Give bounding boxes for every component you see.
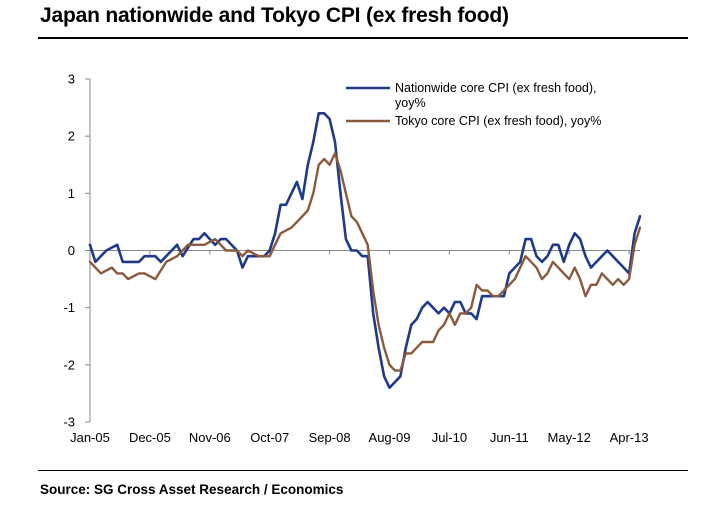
source-note: Source: SG Cross Asset Research / Econom… (40, 482, 344, 497)
y-tick-label: -2 (63, 357, 75, 372)
legend-label-tokyo: Tokyo core CPI (ex fresh food), yoy% (395, 114, 601, 128)
nationwide-series-line (88, 112, 642, 389)
chart-legend: Nationwide core CPI (ex fresh food),yoy%… (346, 81, 601, 128)
tokyo-series-line (88, 152, 642, 372)
chart-series (88, 112, 642, 389)
source-rule (38, 470, 688, 471)
x-tick-label: Jul-10 (432, 430, 467, 445)
x-tick-label: Jan-05 (70, 430, 110, 445)
x-tick-label: Dec-05 (129, 430, 171, 445)
x-tick-label: Sep-08 (309, 430, 351, 445)
y-tick-label: -3 (63, 415, 75, 430)
x-tick-label: Apr-13 (610, 430, 649, 445)
x-tick-label: Oct-07 (250, 430, 289, 445)
legend-label-nationwide: Nationwide core CPI (ex fresh food), (395, 81, 596, 95)
y-tick-label: 1 (68, 186, 75, 201)
y-tick-label: 3 (68, 72, 75, 87)
y-tick-label: -1 (63, 300, 75, 315)
y-tick-label: 0 (68, 243, 75, 258)
title-rule (38, 37, 688, 39)
chart-title: Japan nationwide and Tokyo CPI (ex fresh… (40, 4, 509, 27)
legend-label-nationwide: yoy% (395, 96, 426, 110)
x-tick-label: Nov-06 (189, 430, 231, 445)
x-tick-label: Aug-09 (369, 430, 411, 445)
y-tick-label: 2 (68, 129, 75, 144)
x-tick-label: Jun-11 (490, 430, 529, 445)
x-tick-label: May-12 (548, 430, 591, 445)
